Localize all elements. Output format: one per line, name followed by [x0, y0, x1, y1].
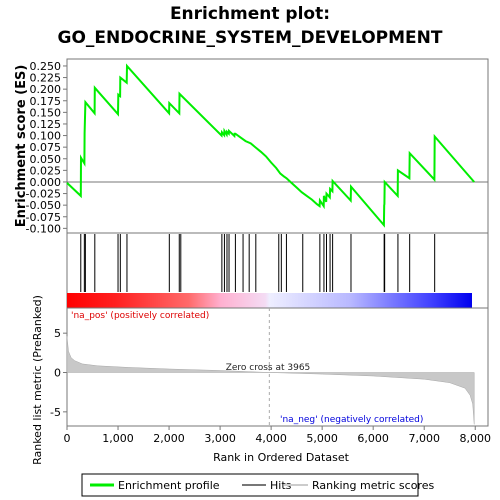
es-y-tick-label: 0.050 — [30, 153, 62, 166]
x-tick-label: 3,000 — [204, 432, 236, 445]
es-y-tick-label: 0.175 — [30, 95, 62, 108]
x-tick-label: 2,000 — [153, 432, 185, 445]
es-panel-frame — [67, 59, 488, 233]
positive-correlation-label: 'na_pos' (positively correlated) — [71, 311, 209, 321]
x-tick-label: 6,000 — [357, 432, 389, 445]
ranking-y-tick-label: -5 — [50, 406, 61, 419]
legend-label-ranking-metric-scores: Ranking metric scores — [312, 479, 434, 492]
es-y-tick-label: 0.250 — [30, 60, 62, 73]
es-y-tick-label: 0.200 — [30, 83, 62, 96]
es-y-tick-label: 0.100 — [30, 130, 62, 143]
es-y-axis-label: Enrichment score (ES) — [14, 65, 29, 228]
negative-correlation-label: 'na_neg' (negatively correlated) — [280, 415, 423, 425]
zero-cross-label: Zero cross at 3965 — [226, 363, 311, 373]
x-tick-label: 0 — [64, 432, 71, 445]
es-y-tick-label: -0.025 — [26, 188, 61, 201]
ranking-y-tick-label: 0 — [54, 367, 61, 380]
ranking-y-axis-label: Ranked list metric (PreRanked) — [31, 295, 44, 465]
es-y-tick-label: 0.025 — [30, 164, 62, 177]
es-y-tick-label: 0.225 — [30, 72, 62, 85]
es-y-tick-label: -0.075 — [26, 211, 61, 224]
es-y-tick-label: 0.150 — [30, 106, 62, 119]
x-tick-label: 7,000 — [408, 432, 440, 445]
legend-label-enrichment-profile: Enrichment profile — [118, 479, 220, 492]
x-tick-label: 5,000 — [306, 432, 338, 445]
es-y-tick-label: 0.125 — [30, 118, 62, 131]
ranking-heat-bar — [67, 293, 472, 308]
x-tick-label: 1,000 — [102, 432, 134, 445]
x-tick-label: 8,000 — [459, 432, 491, 445]
es-y-tick-label: -0.050 — [26, 199, 61, 212]
x-tick-label: 4,000 — [255, 432, 287, 445]
x-axis-label: Rank in Ordered Dataset — [213, 451, 350, 464]
es-y-tick-label: -0.100 — [26, 222, 61, 235]
es-y-tick-label: 0.000 — [30, 176, 62, 189]
ranking-y-tick-label: 5 — [54, 327, 61, 340]
es-y-tick-label: 0.075 — [30, 141, 62, 154]
